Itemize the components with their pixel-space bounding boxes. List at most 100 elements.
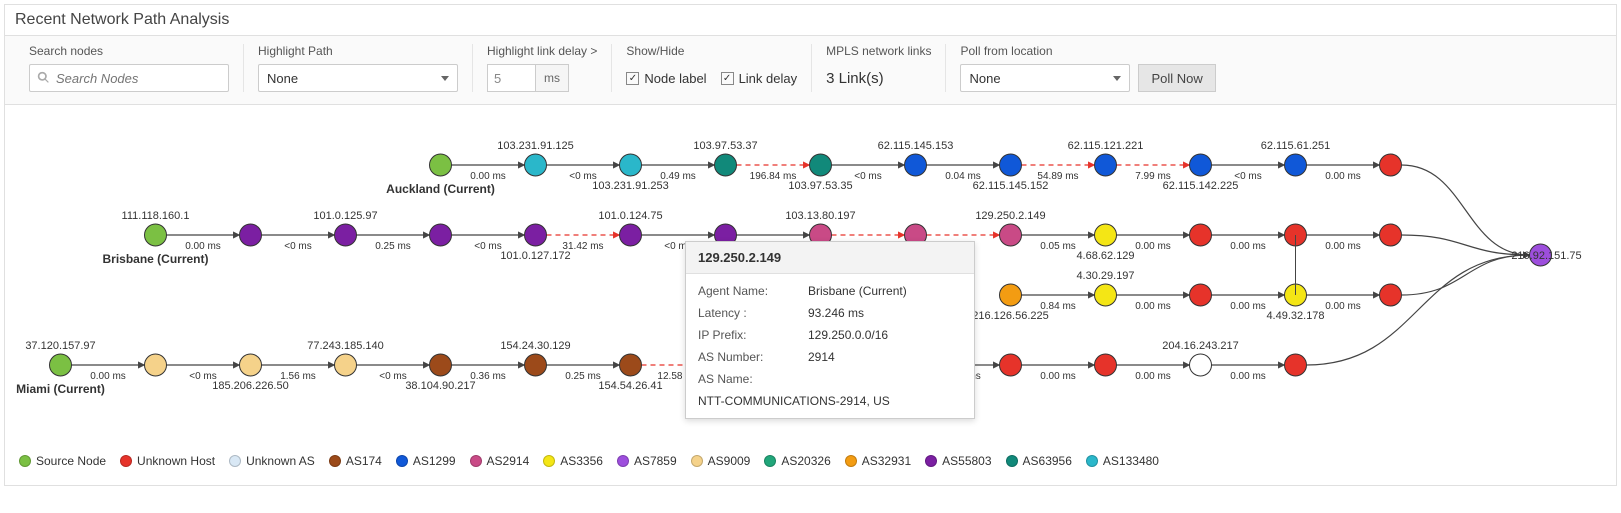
highlight-delay-control: Highlight link delay > ms bbox=[473, 44, 612, 92]
node[interactable] bbox=[1000, 154, 1022, 176]
tooltip-key: AS Name: bbox=[698, 372, 808, 386]
legend-label: AS55803 bbox=[942, 454, 991, 468]
svg-text:101.0.124.75: 101.0.124.75 bbox=[598, 210, 662, 222]
node[interactable] bbox=[1095, 154, 1117, 176]
svg-text:<0 ms: <0 ms bbox=[284, 241, 312, 252]
svg-text:0.00 ms: 0.00 ms bbox=[1135, 241, 1171, 252]
node[interactable] bbox=[240, 354, 262, 376]
svg-text:<0 ms: <0 ms bbox=[854, 171, 882, 182]
chevron-down-icon bbox=[441, 76, 449, 81]
svg-text:Miami (Current): Miami (Current) bbox=[16, 382, 105, 396]
legend-label: AS32931 bbox=[862, 454, 911, 468]
node[interactable] bbox=[1095, 354, 1117, 376]
node[interactable] bbox=[1380, 224, 1402, 246]
legend-dot-icon bbox=[1006, 455, 1018, 467]
poll-value: None bbox=[969, 71, 1000, 86]
tooltip-value: Brisbane (Current) bbox=[808, 284, 907, 298]
node[interactable] bbox=[1380, 284, 1402, 306]
node[interactable] bbox=[620, 224, 642, 246]
link-delay-checkbox[interactable]: ✓ Link delay bbox=[721, 71, 798, 86]
node[interactable] bbox=[1000, 284, 1022, 306]
legend-dot-icon bbox=[329, 455, 341, 467]
svg-text:4.68.62.129: 4.68.62.129 bbox=[1076, 250, 1134, 262]
checks-wrap: ✓ Node label ✓ Link delay bbox=[626, 64, 797, 92]
legend-item: AS7859 bbox=[617, 454, 677, 468]
svg-text:38.104.90.217: 38.104.90.217 bbox=[405, 380, 475, 392]
node[interactable] bbox=[1000, 354, 1022, 376]
svg-text:0.05 ms: 0.05 ms bbox=[1040, 241, 1076, 252]
node[interactable] bbox=[1190, 284, 1212, 306]
node[interactable] bbox=[1190, 354, 1212, 376]
node[interactable] bbox=[145, 354, 167, 376]
node[interactable] bbox=[1190, 154, 1212, 176]
mpls-control: MPLS network links 3 Link(s) bbox=[812, 44, 946, 92]
mpls-label: MPLS network links bbox=[826, 44, 931, 58]
legend-dot-icon bbox=[691, 455, 703, 467]
svg-text:101.0.127.172: 101.0.127.172 bbox=[500, 250, 570, 262]
svg-text:0.00 ms: 0.00 ms bbox=[1325, 241, 1361, 252]
legend-label: AS2914 bbox=[487, 454, 530, 468]
poll-now-button[interactable]: Poll Now bbox=[1138, 64, 1215, 92]
checkbox-icon: ✓ bbox=[626, 72, 639, 85]
chevron-down-icon bbox=[1113, 76, 1121, 81]
node[interactable] bbox=[335, 354, 357, 376]
node-tooltip: 129.250.2.149 Agent Name:Brisbane (Curre… bbox=[685, 241, 975, 419]
legend-item: Unknown Host bbox=[120, 454, 215, 468]
svg-text:103.97.53.35: 103.97.53.35 bbox=[788, 180, 852, 192]
node[interactable] bbox=[1380, 154, 1402, 176]
svg-text:0.00 ms: 0.00 ms bbox=[1230, 371, 1266, 382]
node[interactable] bbox=[525, 224, 547, 246]
search-input[interactable] bbox=[29, 64, 229, 92]
node[interactable] bbox=[715, 154, 737, 176]
node[interactable] bbox=[1190, 224, 1212, 246]
svg-text:216.126.56.225: 216.126.56.225 bbox=[972, 310, 1048, 322]
svg-text:103.231.91.253: 103.231.91.253 bbox=[592, 180, 668, 192]
panel-title: Recent Network Path Analysis bbox=[5, 5, 1616, 36]
legend-label: AS3356 bbox=[560, 454, 603, 468]
node[interactable] bbox=[430, 224, 452, 246]
highlight-path-select[interactable]: None bbox=[258, 64, 458, 92]
svg-text:204.16.243.217: 204.16.243.217 bbox=[1162, 340, 1238, 352]
highlight-path-label: Highlight Path bbox=[258, 44, 458, 58]
legend-label: AS7859 bbox=[634, 454, 677, 468]
legend-label: AS9009 bbox=[708, 454, 751, 468]
node[interactable] bbox=[1095, 284, 1117, 306]
node-label-checkbox[interactable]: ✓ Node label bbox=[626, 71, 706, 86]
node[interactable] bbox=[525, 354, 547, 376]
poll-location-select[interactable]: None bbox=[960, 64, 1130, 92]
node[interactable] bbox=[430, 154, 452, 176]
node[interactable] bbox=[145, 224, 167, 246]
search-label: Search nodes bbox=[29, 44, 229, 58]
svg-text:0.00 ms: 0.00 ms bbox=[1230, 241, 1266, 252]
node[interactable] bbox=[1000, 224, 1022, 246]
legend-dot-icon bbox=[764, 455, 776, 467]
legend-item: AS32931 bbox=[845, 454, 911, 468]
tooltip-key: Latency : bbox=[698, 306, 808, 320]
node[interactable] bbox=[525, 154, 547, 176]
svg-text:77.243.185.140: 77.243.185.140 bbox=[307, 340, 383, 352]
delay-input[interactable] bbox=[487, 64, 535, 92]
node[interactable] bbox=[1095, 224, 1117, 246]
svg-text:Auckland (Current): Auckland (Current) bbox=[386, 182, 495, 196]
legend: Source NodeUnknown HostUnknown ASAS174AS… bbox=[5, 448, 1616, 478]
node[interactable] bbox=[620, 154, 642, 176]
node[interactable] bbox=[810, 154, 832, 176]
node[interactable] bbox=[430, 354, 452, 376]
tooltip-body: Agent Name:Brisbane (Current)Latency :93… bbox=[686, 274, 974, 418]
svg-text:185.206.226.50: 185.206.226.50 bbox=[212, 380, 288, 392]
node[interactable] bbox=[240, 224, 262, 246]
node[interactable] bbox=[1285, 154, 1307, 176]
node[interactable] bbox=[335, 224, 357, 246]
legend-label: Unknown Host bbox=[137, 454, 215, 468]
legend-dot-icon bbox=[845, 455, 857, 467]
legend-dot-icon bbox=[229, 455, 241, 467]
node[interactable] bbox=[1285, 354, 1307, 376]
network-diagram[interactable]: 0.00 ms<0 ms0.49 ms196.84 ms<0 ms0.04 ms… bbox=[5, 105, 1616, 485]
checkbox-icon: ✓ bbox=[721, 72, 734, 85]
legend-item: Unknown AS bbox=[229, 454, 315, 468]
node[interactable] bbox=[50, 354, 72, 376]
legend-item: AS2914 bbox=[470, 454, 530, 468]
node[interactable] bbox=[620, 354, 642, 376]
node[interactable] bbox=[905, 154, 927, 176]
legend-label: Unknown AS bbox=[246, 454, 315, 468]
